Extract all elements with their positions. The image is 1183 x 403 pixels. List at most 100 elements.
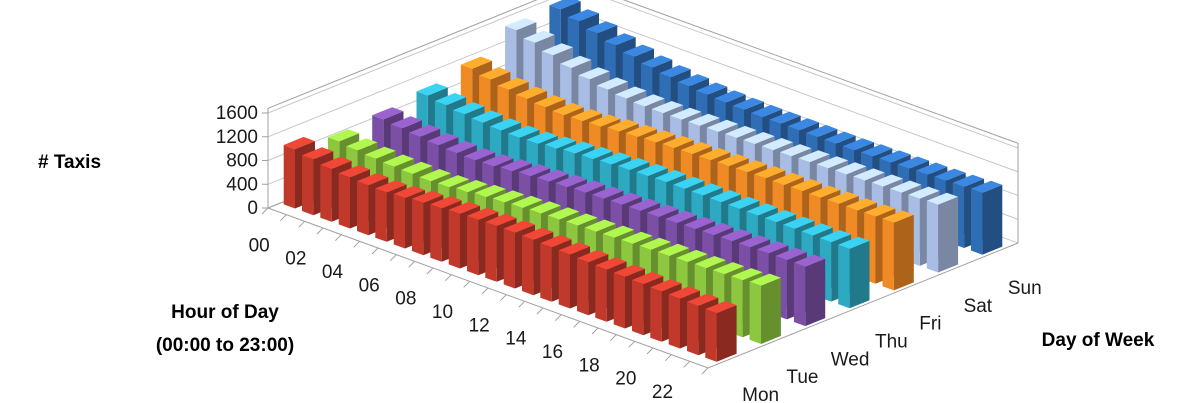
x-tick-mark [664,354,672,362]
x-tick-mark [573,320,581,328]
bar-top-face [717,154,749,167]
bar-top-face [769,111,801,124]
x-tick-mark [536,307,544,315]
y-tick-label: 400 [226,174,258,195]
bar-top-face [419,169,451,182]
bar-top-face [705,301,737,314]
bar-top-face [772,172,804,186]
z-tick-label: Mon [742,385,779,403]
bar-top-face [680,142,713,155]
bar-top-face [971,180,1003,193]
bar-top-face [364,146,396,159]
bar-front-face [971,188,983,255]
bar-top-face [489,118,522,131]
bar-top-face [662,135,694,149]
bar-front-face [522,235,534,296]
bar-top-face [584,219,616,232]
bar-front-face [302,155,314,216]
bar-top-face [393,185,425,198]
bar-top-face [731,268,763,281]
bar-top-face [798,150,830,163]
x-tick-mark [683,360,691,368]
bar-top-face [728,196,760,209]
bar-top-face [665,210,697,223]
z-tick-label: Thu [875,332,908,353]
x-tick-label: 14 [505,329,527,350]
bar-top-face [522,227,554,240]
gridline [267,0,1019,149]
bar-top-face [793,254,826,267]
bar-front-face [595,265,607,322]
bar-top-face [302,147,334,160]
bar-side-face [938,196,959,273]
bar-top-face [864,204,896,217]
bar-top-face [518,164,551,177]
bar-top-face [668,286,700,299]
bar-top-face [871,174,904,187]
bar-top-face [460,56,493,69]
bar-top-face [408,124,441,137]
bar-top-face [595,257,627,270]
bar-top-face [456,180,488,193]
bar-top-face [625,124,658,138]
bar-top-face [552,103,584,116]
bar-top-face [879,150,911,163]
bar-top-face [882,210,914,223]
bar-top-face [816,156,849,169]
bar-top-face [691,183,723,196]
bar-top-face [320,156,352,169]
bar-top-face [508,125,540,138]
x-tick-label: 06 [359,275,380,296]
bar-front-face [558,250,570,309]
x-tick-label: 18 [579,355,600,376]
bar-top-face [743,132,775,145]
bar-top-face [621,231,653,244]
bar-top-face [578,67,610,80]
bar-top-face [485,213,517,226]
x-tick-label: 22 [652,382,673,403]
bar-top-face [558,242,590,255]
bar-top-face [842,138,874,151]
x-tick-label: 08 [395,289,416,310]
bar-front-face [838,244,850,309]
bar-top-face [560,55,592,68]
bar-tue-23 [749,273,781,344]
x-tick-label: 16 [542,342,563,363]
x-tick-mark [353,240,361,248]
bar-top-face [372,107,404,120]
bar-top-face [482,154,514,167]
bar-top-face [749,273,781,286]
x-tick-mark [609,334,617,342]
bar-top-face [382,154,415,167]
x-axis-title-line1: Hour of Day [171,302,279,323]
bar-front-face [485,221,497,282]
bar-front-face [668,294,680,349]
x-tick-mark [554,314,562,322]
bar-top-face [526,131,558,144]
x-tick-mark [279,214,287,222]
bar-top-face [346,138,378,151]
bar-top-face [628,198,661,211]
bar-top-face [801,223,833,236]
bar-top-face [529,201,561,214]
bar-top-face [416,83,448,96]
bar-fri-23 [882,210,914,291]
bar-top-face [702,223,734,236]
bar-top-face [412,190,444,203]
bar-top-face [327,129,360,142]
y-tick-label: 800 [226,151,258,172]
bar-top-face [845,198,878,211]
bar-front-face [430,204,442,262]
bar-front-face [320,164,332,222]
bar-top-face [657,243,690,256]
bar-top-face [622,44,654,57]
bar-top-face [537,169,569,182]
bar-top-face [754,166,786,179]
x-tick-mark [389,254,397,262]
bar-top-face [357,173,389,186]
bar-top-face [589,114,621,127]
bar-top-face [618,157,650,171]
x-tick-label: 20 [615,369,636,390]
x-tick-label: 00 [249,235,270,256]
bar-top-face [725,125,757,138]
